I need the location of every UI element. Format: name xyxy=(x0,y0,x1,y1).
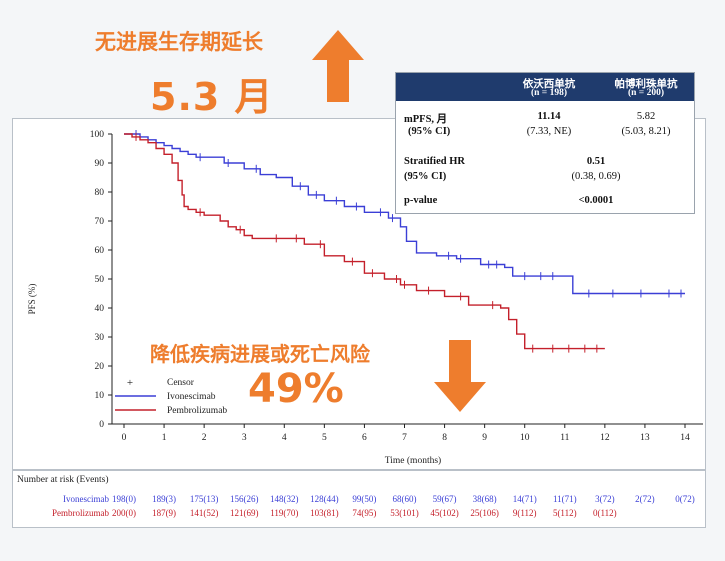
x-tick-label: 0 xyxy=(122,433,127,443)
col-pembrolizumab-head: 帕博利珠单抗 xyxy=(614,79,678,90)
risk-cell: 45(102) xyxy=(430,508,459,518)
hr-value: 0.51 xyxy=(586,156,606,167)
x-axis-label: Time (months) xyxy=(385,455,441,466)
x-tick-label: 6 xyxy=(362,433,367,443)
risk-cell: 2(72) xyxy=(635,494,655,504)
y-tick-label: 50 xyxy=(95,275,105,285)
pfs-gain-caption: 无进展生存期延长 xyxy=(95,30,263,54)
hr-table-header xyxy=(396,73,694,101)
risk-cell: 74(95) xyxy=(352,508,376,518)
risk-cell: 14(71) xyxy=(513,494,537,504)
down-arrow-icon xyxy=(434,340,486,412)
y-axis-label: PFS (%) xyxy=(27,284,37,315)
col-ivonescimab-head: 依沃西单抗 xyxy=(522,79,576,90)
y-tick-label: 10 xyxy=(95,391,105,401)
y-tick-label: 90 xyxy=(95,159,105,169)
risk-table-title: Number at risk (Events) xyxy=(17,474,109,485)
risk-cell: 189(3) xyxy=(152,494,176,504)
km-plot: 0 1 2 3 4 5 6 7 8 9 10 11 12 13 1401020304050607080901… xyxy=(27,130,703,466)
risk-row-label: Pembrolizumab xyxy=(52,508,109,518)
axis-ticks: 0 1 2 3 4 5 6 7 8 9 10 11 12 13 1401020304050607080901… xyxy=(90,130,690,443)
risk-cell: 200(0) xyxy=(112,508,136,518)
risk-cell: 68(60) xyxy=(393,494,417,504)
y-tick-label: 100 xyxy=(90,130,105,140)
censor-marks xyxy=(135,130,682,353)
risk-cell: 0(112) xyxy=(593,508,617,518)
mpfs-ivonescimab-ci: (7.33, NE) xyxy=(526,126,572,137)
x-tick-label: 11 xyxy=(560,433,569,443)
x-tick-label: 10 xyxy=(520,433,530,443)
mpfs-ci-label: (95% CI) xyxy=(408,126,451,137)
risk-rows: Ivonescimab 198(0) 189(3) 175(13) 156(26) 148… xyxy=(52,494,695,518)
risk-cell: 121(69) xyxy=(230,508,259,518)
risk-cell: 141(52) xyxy=(190,508,219,518)
risk-cell: 11(71) xyxy=(553,494,577,504)
risk-cell: 128(44) xyxy=(310,494,339,504)
col-ivonescimab-n: (n = 198) xyxy=(530,88,568,98)
x-tick-label: 9 xyxy=(482,433,487,443)
y-tick-label: 0 xyxy=(99,420,104,430)
hr-ci-label: (95% CI) xyxy=(404,171,447,182)
x-tick-label: 5 xyxy=(322,433,327,443)
x-tick-label: 7 xyxy=(402,433,407,443)
risk-cell: 3(72) xyxy=(595,494,615,504)
km-curves xyxy=(124,133,685,350)
mpfs-ivonescimab: 11.14 xyxy=(537,111,561,122)
x-tick-label: 1 xyxy=(162,433,167,443)
risk-cell: 0(72) xyxy=(675,494,695,504)
p-value: <0.0001 xyxy=(578,195,614,206)
number-at-risk-panel: Number at risk (Events) Ivonescimab 198(0… xyxy=(12,470,706,528)
risk-cell: 99(50) xyxy=(352,494,376,504)
risk-row-label: Ivonescimab xyxy=(63,494,109,504)
risk-reduction-caption: 降低疾病进展或死亡风险 xyxy=(150,342,370,366)
legend-pembrolizumab-label: Pembrolizumab xyxy=(167,406,227,416)
p-value-label: p-value xyxy=(404,195,438,206)
col-pembrolizumab-n: (n = 200) xyxy=(627,88,665,98)
risk-cell: 198(0) xyxy=(112,494,136,504)
y-tick-label: 80 xyxy=(95,188,105,198)
y-tick-label: 40 xyxy=(95,304,105,314)
pfs-gain-value: 5.3 月 xyxy=(150,75,274,119)
x-tick-label: 2 xyxy=(202,433,207,443)
km-curve-ivonescimab xyxy=(124,133,685,295)
hr-label: Stratified HR xyxy=(404,156,465,167)
risk-cell: 175(13) xyxy=(190,494,219,504)
risk-cell: 156(26) xyxy=(230,494,259,504)
risk-cell: 9(112) xyxy=(513,508,537,518)
legend-censor-icon: + xyxy=(127,377,133,389)
up-arrow-icon xyxy=(312,30,364,102)
x-tick-label: 8 xyxy=(442,433,447,443)
legend-censor-label: Censor xyxy=(167,378,195,388)
risk-cell: 119(70) xyxy=(270,508,298,518)
mpfs-pembrolizumab-ci: (5.03, 8.21) xyxy=(621,126,671,137)
legend-ivonescimab-label: Ivonescimab xyxy=(167,392,216,402)
x-tick-label: 3 xyxy=(242,433,247,443)
number-at-risk-table: Number at risk (Events) Ivonescimab 198(0… xyxy=(17,474,695,518)
risk-cell: 25(106) xyxy=(470,508,499,518)
risk-cell: 59(67) xyxy=(433,494,457,504)
hr-ci-value: (0.38, 0.69) xyxy=(571,171,621,182)
hr-summary-table: 依沃西单抗 (n = 198) 帕博利珠单抗 (n = 200) mPFS, 月… xyxy=(395,72,695,214)
mpfs-label: mPFS, 月 xyxy=(404,114,448,125)
risk-cell: 5(112) xyxy=(553,508,577,518)
y-tick-label: 70 xyxy=(95,217,105,227)
y-tick-label: 60 xyxy=(95,246,105,256)
risk-reduction-value: 49% xyxy=(248,366,344,412)
risk-cell: 38(68) xyxy=(473,494,497,504)
risk-cell: 103(81) xyxy=(310,508,339,518)
risk-cell: 53(101) xyxy=(390,508,419,518)
x-tick-label: 13 xyxy=(640,433,650,443)
x-tick-label: 12 xyxy=(600,433,610,443)
risk-cell: 187(9) xyxy=(152,508,176,518)
x-tick-label: 14 xyxy=(680,433,690,443)
risk-cell: 148(32) xyxy=(270,494,299,504)
y-tick-label: 20 xyxy=(95,362,105,372)
chart-legend: + Censor Ivonescimab Pembrolizumab xyxy=(115,377,227,416)
x-tick-label: 4 xyxy=(282,433,287,443)
km-curve-pembrolizumab xyxy=(124,133,605,350)
mpfs-pembrolizumab: 5.82 xyxy=(636,111,656,122)
y-tick-label: 30 xyxy=(95,333,105,343)
